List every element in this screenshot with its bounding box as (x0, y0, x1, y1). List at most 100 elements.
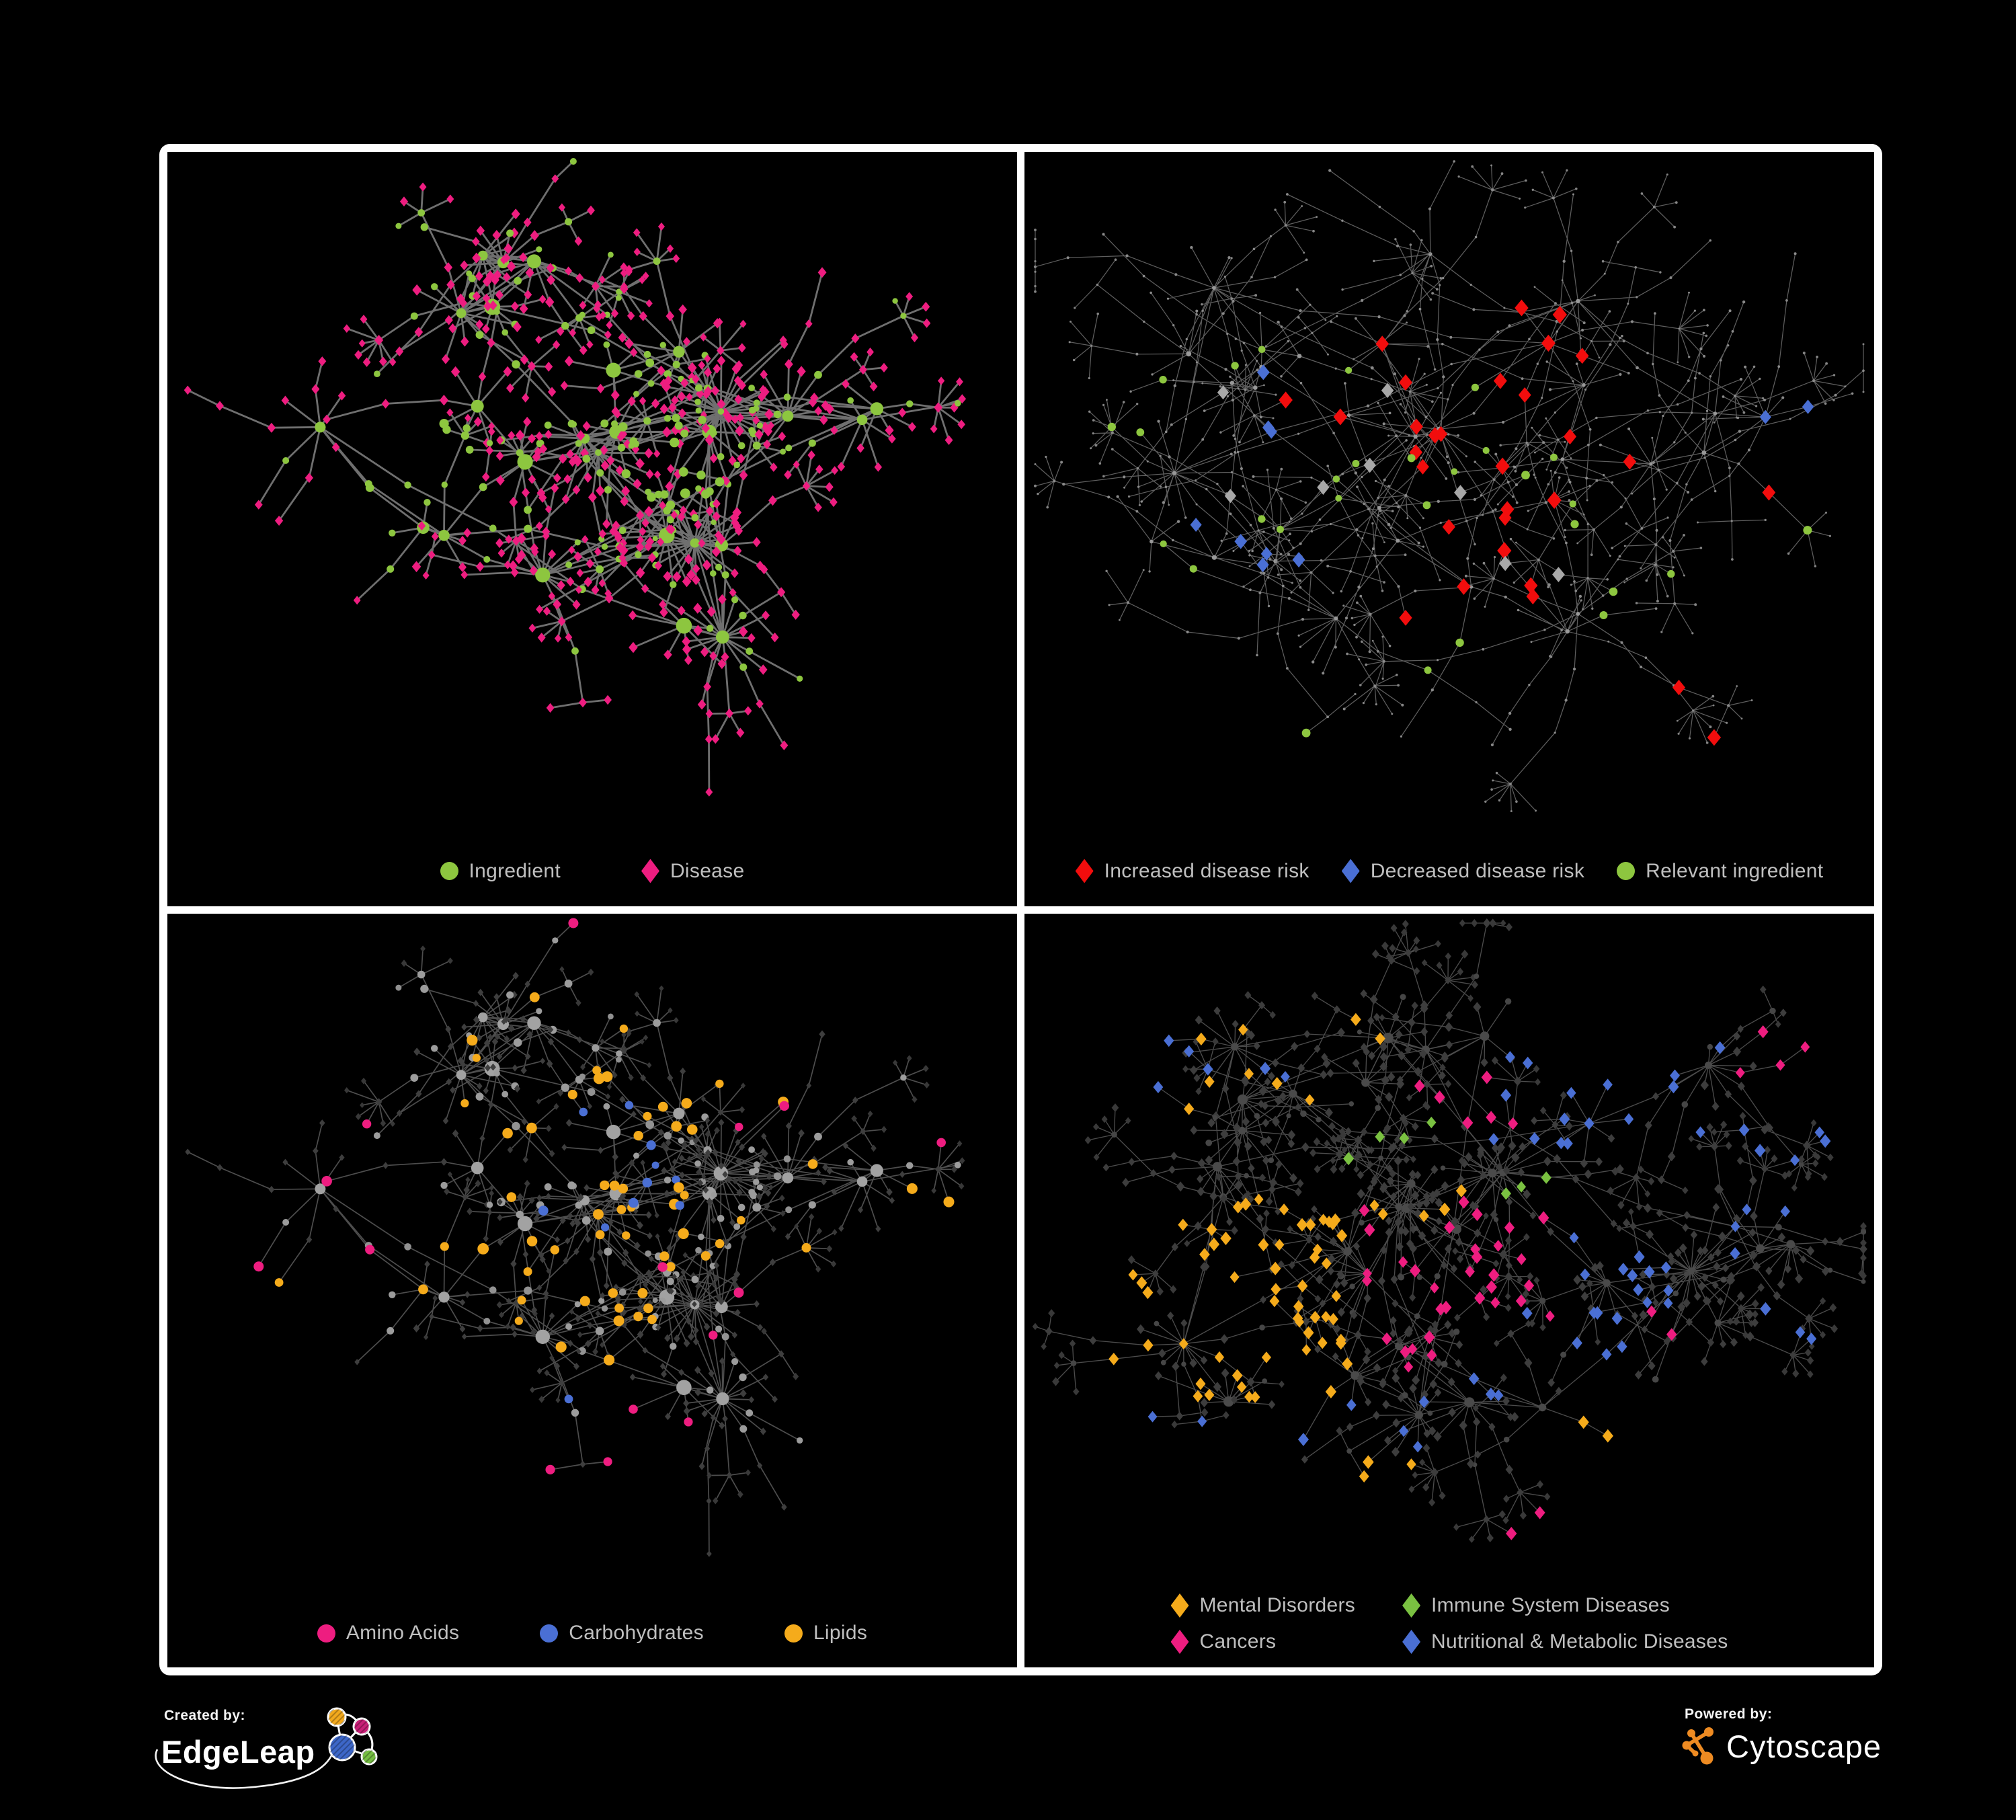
network-node-highlight (1444, 1220, 1455, 1234)
network-node (1474, 973, 1480, 979)
network-node (1492, 478, 1496, 481)
network-node (528, 1196, 535, 1204)
network-node (1332, 592, 1334, 594)
network-node (1093, 1153, 1100, 1160)
network-node-highlight (1424, 666, 1432, 674)
network-node-highlight (1426, 1349, 1437, 1361)
network-node (1775, 1224, 1782, 1230)
network-node (1500, 1373, 1507, 1382)
network-node (819, 1029, 825, 1038)
network-node (1722, 395, 1725, 398)
network-node (1764, 518, 1767, 522)
network-node-highlight (1515, 299, 1529, 317)
network-node (1469, 585, 1474, 589)
network-node (1588, 428, 1592, 431)
network-node (859, 364, 867, 375)
network-node (545, 505, 552, 514)
network-node (711, 1280, 717, 1287)
network-node (1524, 206, 1527, 209)
network-node (874, 462, 883, 472)
network-node (735, 360, 743, 370)
network-node (707, 606, 716, 617)
network-node-highlight (1775, 1059, 1785, 1071)
network-node (1557, 438, 1560, 441)
network-node (1673, 556, 1676, 559)
network-node (1527, 443, 1529, 446)
network-node (1804, 1348, 1812, 1357)
network-node (1634, 1370, 1642, 1380)
network-node-highlight (687, 1123, 698, 1135)
network-node (721, 651, 729, 662)
network-node (528, 434, 536, 444)
network-node (673, 1107, 685, 1119)
network-node-highlight (600, 1180, 610, 1190)
network-node (1440, 1165, 1446, 1171)
network-node (490, 274, 499, 286)
network-node-highlight (593, 1072, 605, 1084)
network-node (1652, 1376, 1659, 1382)
network-node (1301, 1142, 1309, 1152)
network-node-highlight (568, 918, 579, 928)
network-node (1220, 1128, 1229, 1139)
network-node (1724, 1089, 1732, 1099)
network-node (695, 1247, 702, 1253)
network-node (622, 1249, 629, 1257)
network-node (424, 1333, 429, 1340)
network-node-highlight (1410, 418, 1423, 435)
network-node-highlight (624, 1101, 634, 1109)
network-node (1102, 403, 1105, 406)
network-node (1193, 381, 1195, 383)
network-node (441, 354, 450, 364)
network-node-highlight (1204, 1388, 1215, 1401)
network-node (1861, 1279, 1866, 1284)
network-node (1321, 1052, 1328, 1061)
network-node (1343, 1247, 1352, 1256)
network-node (797, 366, 806, 377)
network-node (483, 1234, 489, 1242)
network-node (1314, 1294, 1322, 1302)
network-node (1513, 465, 1515, 468)
network-node (216, 401, 224, 411)
network-node (1697, 1281, 1705, 1292)
network-node (1490, 743, 1494, 746)
network-node (1748, 1319, 1755, 1327)
network-node (1685, 483, 1688, 486)
network-node (1404, 948, 1412, 957)
network-node (1441, 1360, 1448, 1368)
network-node (1467, 1458, 1475, 1468)
network-node (1336, 1269, 1344, 1279)
network-node (489, 1285, 497, 1294)
network-node (1619, 372, 1622, 376)
network-node (560, 381, 569, 391)
network-node (1387, 434, 1390, 437)
network-node (582, 454, 591, 463)
network-node-highlight (1254, 1193, 1264, 1205)
network-node (1452, 1247, 1459, 1255)
network-node (606, 455, 615, 466)
network-node (524, 506, 532, 514)
network-node-highlight (1440, 1300, 1452, 1314)
network-node-highlight (1136, 428, 1145, 436)
network-node-highlight (1454, 485, 1467, 500)
network-node (1102, 1163, 1110, 1171)
network-node (1355, 317, 1357, 320)
network-node (652, 1297, 658, 1303)
network-node (1641, 1325, 1648, 1333)
network-node-highlight (609, 1180, 620, 1191)
network-node (620, 262, 628, 272)
network-node (906, 1161, 914, 1169)
network-node-highlight (1261, 1351, 1271, 1363)
network-node (1812, 1158, 1819, 1167)
network-node (1824, 402, 1827, 405)
network-node (1515, 541, 1517, 544)
network-node (1658, 1175, 1665, 1184)
network-node-highlight (365, 1244, 375, 1255)
network-node (1694, 377, 1697, 380)
network-node (1246, 1376, 1255, 1386)
network-node (1256, 654, 1258, 657)
network-node (1578, 1281, 1586, 1292)
network-node (595, 1310, 601, 1316)
network-node (597, 1248, 604, 1257)
network-node (769, 1258, 776, 1266)
network-node (445, 1025, 452, 1033)
